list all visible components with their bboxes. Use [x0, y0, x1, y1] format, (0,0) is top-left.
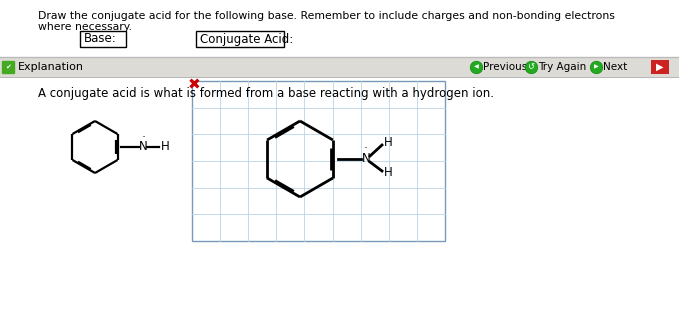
Text: N: N — [362, 151, 370, 164]
Text: Previous: Previous — [483, 62, 528, 72]
Text: Conjugate Acid:: Conjugate Acid: — [200, 32, 293, 45]
Bar — [0, 57, 679, 77]
Text: ▶: ▶ — [593, 65, 598, 70]
Text: ··: ·· — [141, 133, 145, 142]
Text: N: N — [139, 141, 147, 154]
Text: H: H — [161, 141, 170, 154]
Text: H: H — [384, 137, 392, 150]
Text: A conjugate acid is what is formed from a base reacting with a hydrogen ion.: A conjugate acid is what is formed from … — [38, 87, 494, 100]
Text: H: H — [384, 167, 392, 180]
Bar — [80, 31, 126, 47]
Bar — [651, 60, 669, 74]
Text: ✖: ✖ — [188, 77, 201, 92]
Text: Base:: Base: — [84, 32, 117, 45]
Text: Next: Next — [603, 62, 627, 72]
Text: ▶: ▶ — [656, 62, 664, 72]
Bar — [192, 81, 445, 241]
Text: Try Again: Try Again — [538, 62, 586, 72]
Text: ◀: ◀ — [474, 65, 479, 70]
Bar — [196, 31, 284, 47]
Text: ✔: ✔ — [5, 64, 11, 70]
Text: where necessary.: where necessary. — [38, 22, 132, 32]
Text: Explanation: Explanation — [18, 62, 84, 72]
Text: ··: ·· — [364, 145, 369, 154]
Text: Draw the conjugate acid for the following base. Remember to include charges and : Draw the conjugate acid for the followin… — [38, 11, 615, 21]
Text: ↺: ↺ — [528, 62, 534, 71]
